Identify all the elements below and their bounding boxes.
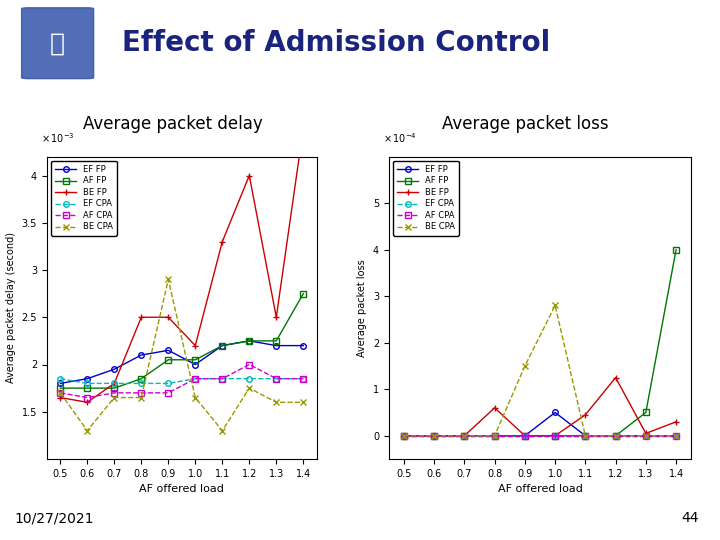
Text: Average packet loss: Average packet loss	[442, 115, 609, 133]
FancyBboxPatch shape	[22, 8, 94, 79]
Text: Effect of Admission Control: Effect of Admission Control	[122, 29, 551, 57]
Text: 44: 44	[681, 511, 698, 525]
Y-axis label: Average packet delay (second): Average packet delay (second)	[6, 232, 16, 383]
X-axis label: AF offered load: AF offered load	[498, 484, 582, 494]
Text: 🏛: 🏛	[50, 31, 65, 55]
Y-axis label: Average packet loss: Average packet loss	[357, 259, 367, 357]
Text: 10/27/2021: 10/27/2021	[14, 511, 94, 525]
Legend: EF FP, AF FP, BE FP, EF CPA, AF CPA, BE CPA: EF FP, AF FP, BE FP, EF CPA, AF CPA, BE …	[51, 161, 117, 235]
Text: $\times\,10^{-4}$: $\times\,10^{-4}$	[383, 131, 417, 145]
Text: Average packet delay: Average packet delay	[83, 115, 263, 133]
X-axis label: AF offered load: AF offered load	[140, 484, 224, 494]
Text: $\times\,10^{-3}$: $\times\,10^{-3}$	[42, 131, 75, 145]
Legend: EF FP, AF FP, BE FP, EF CPA, AF CPA, BE CPA: EF FP, AF FP, BE FP, EF CPA, AF CPA, BE …	[393, 161, 459, 235]
